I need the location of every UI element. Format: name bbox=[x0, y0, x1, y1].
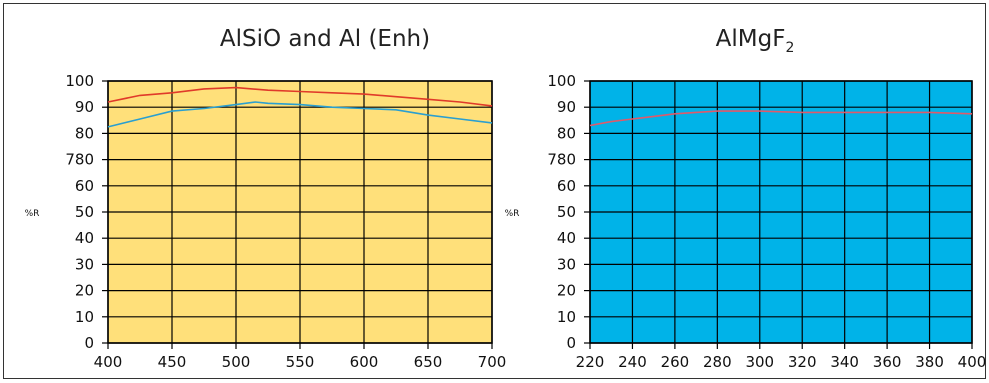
x-tick-label: 340 bbox=[830, 353, 859, 371]
y-tick-label: 10 bbox=[557, 308, 576, 326]
chart-title: AlSiO and Al (Enh) bbox=[220, 26, 430, 52]
y-tick-label: 0 bbox=[566, 334, 576, 352]
x-tick-label: 400 bbox=[958, 353, 987, 371]
series-line-2 bbox=[107, 101, 493, 128]
y-tick-label: 40 bbox=[75, 229, 94, 247]
x-tick-label: 360 bbox=[873, 353, 902, 371]
y-tick-label: 40 bbox=[557, 229, 576, 247]
x-tick-label: 400 bbox=[94, 353, 123, 371]
series-line-1 bbox=[107, 86, 493, 107]
x-tick-label: 700 bbox=[478, 353, 507, 371]
y-tick-label: 100 bbox=[547, 72, 576, 90]
chart-title: AlMgF2 bbox=[716, 26, 795, 56]
y-axis-label: %R bbox=[505, 209, 520, 219]
x-tick-label: 320 bbox=[788, 353, 817, 371]
y-tick-label: 780 bbox=[547, 151, 576, 169]
x-tick-label: 600 bbox=[350, 353, 379, 371]
series-line-1 bbox=[589, 110, 973, 127]
x-tick-label: 280 bbox=[703, 353, 732, 371]
chart-1: 0 10 20 30 40 50 60 780 80 90 100 400 450 500 550 600 65… bbox=[25, 26, 507, 371]
x-tick-label: 240 bbox=[618, 353, 647, 371]
y-tick-label: 20 bbox=[75, 282, 94, 300]
y-tick-label: 90 bbox=[75, 98, 94, 116]
y-tick-label: 0 bbox=[84, 334, 94, 352]
y-axis-label: %R bbox=[25, 209, 40, 219]
y-tick-label: 30 bbox=[557, 255, 576, 273]
x-tick-label: 300 bbox=[745, 353, 774, 371]
x-tick-label: 650 bbox=[414, 353, 443, 371]
y-tick-label: 10 bbox=[75, 308, 94, 326]
y-tick-label: 20 bbox=[557, 282, 576, 300]
x-tick-label: 260 bbox=[661, 353, 690, 371]
chart-title-subscript: 2 bbox=[785, 40, 794, 56]
y-tick-label: 780 bbox=[65, 151, 94, 169]
y-tick-label: 80 bbox=[557, 124, 576, 142]
x-tick-label: 220 bbox=[576, 353, 605, 371]
x-tick-label: 380 bbox=[915, 353, 944, 371]
y-tick-label: 50 bbox=[75, 203, 94, 221]
y-tick-label: 100 bbox=[65, 72, 94, 90]
y-tick-label: 90 bbox=[557, 98, 576, 116]
y-tick-label: 50 bbox=[557, 203, 576, 221]
y-tick-label: 60 bbox=[75, 177, 94, 195]
y-tick-label: 80 bbox=[75, 124, 94, 142]
x-tick-label: 550 bbox=[286, 353, 315, 371]
chart-2: 0 10 20 30 40 50 60 780 80 90 100 220 240 260 280 300 32… bbox=[505, 26, 987, 371]
x-tick-label: 500 bbox=[222, 353, 251, 371]
y-tick-label: 30 bbox=[75, 255, 94, 273]
y-tick-label: 60 bbox=[557, 177, 576, 195]
x-tick-label: 450 bbox=[158, 353, 187, 371]
